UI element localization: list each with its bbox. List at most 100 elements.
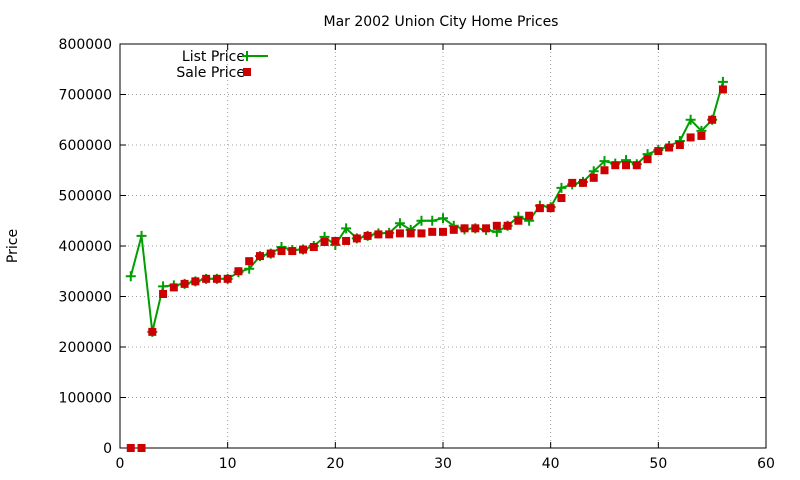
data-point-sale-price bbox=[191, 277, 200, 286]
y-axis-label: Price bbox=[5, 229, 21, 263]
data-point-sale-price bbox=[159, 289, 168, 298]
data-point-sale-price bbox=[697, 131, 706, 140]
series-layer bbox=[125, 76, 728, 452]
data-point-sale-price bbox=[255, 252, 264, 261]
y-axis: 0 100000 200000 300000 400000 500000 600000 700… bbox=[59, 37, 766, 457]
data-point-sale-price bbox=[212, 274, 221, 283]
y-tick-label: 600000 bbox=[59, 138, 112, 154]
y-tick-label: 100000 bbox=[59, 391, 112, 407]
data-point-sale-price bbox=[299, 245, 308, 254]
y-tick-label: 800000 bbox=[59, 37, 112, 53]
data-point-sale-price bbox=[202, 274, 211, 283]
data-point-sale-price bbox=[148, 327, 157, 336]
data-point-sale-price bbox=[428, 227, 437, 236]
x-tick-label: 40 bbox=[542, 456, 560, 472]
data-point-sale-price bbox=[546, 204, 555, 213]
legend-plus-icon bbox=[242, 51, 252, 61]
data-point-sale-price bbox=[535, 204, 544, 213]
data-point-sale-price bbox=[395, 229, 404, 238]
data-point-sale-price bbox=[363, 231, 372, 240]
data-point-sale-price bbox=[277, 247, 286, 256]
data-point-sale-price bbox=[309, 243, 318, 252]
x-tick-label: 10 bbox=[219, 456, 237, 472]
data-point-sale-price bbox=[568, 178, 577, 187]
data-point-sale-price bbox=[320, 237, 329, 246]
legend-marker-sale-price bbox=[243, 68, 251, 76]
data-point-list-price bbox=[427, 215, 438, 226]
x-tick-label: 20 bbox=[326, 456, 344, 472]
data-point-sale-price bbox=[654, 147, 663, 156]
data-point-sale-price bbox=[417, 229, 426, 238]
data-point-list-price bbox=[244, 263, 255, 274]
data-point-sale-price bbox=[643, 155, 652, 164]
data-point-sale-price bbox=[342, 236, 351, 245]
data-point-sale-price bbox=[675, 141, 684, 149]
data-point-sale-price bbox=[514, 216, 523, 225]
legend-label-list-price: List Price bbox=[182, 49, 245, 65]
data-point-sale-price bbox=[352, 234, 361, 243]
data-point-sale-price bbox=[234, 267, 243, 276]
y-tick-label: 300000 bbox=[59, 290, 112, 306]
data-point-sale-price bbox=[169, 283, 178, 292]
data-point-sale-price bbox=[126, 444, 135, 452]
data-point-sale-price bbox=[439, 227, 447, 236]
data-point-sale-price bbox=[718, 85, 727, 94]
y-tick-label: 500000 bbox=[59, 189, 112, 205]
series-sale-price bbox=[126, 85, 727, 452]
data-point-sale-price bbox=[632, 161, 641, 170]
legend-square-icon bbox=[243, 68, 251, 76]
data-point-sale-price bbox=[589, 173, 598, 182]
data-point-list-price bbox=[341, 223, 352, 234]
data-point-list-price bbox=[125, 271, 136, 282]
data-point-sale-price bbox=[503, 221, 512, 230]
data-point-list-price bbox=[685, 114, 696, 125]
y-tick-label: 200000 bbox=[59, 340, 112, 356]
data-point-sale-price bbox=[406, 229, 415, 238]
legend-marker-list-price bbox=[242, 51, 252, 61]
data-point-sale-price bbox=[557, 194, 566, 203]
data-point-sale-price bbox=[482, 224, 491, 233]
data-point-sale-price bbox=[245, 257, 254, 266]
data-point-sale-price bbox=[180, 279, 189, 288]
data-point-sale-price bbox=[600, 166, 609, 175]
legend-label-sale-price: Sale Price bbox=[176, 65, 245, 81]
data-point-sale-price bbox=[611, 161, 620, 170]
data-point-sale-price bbox=[708, 115, 717, 124]
data-point-list-price bbox=[599, 156, 610, 167]
data-point-list-price bbox=[438, 213, 448, 224]
data-point-sale-price bbox=[471, 224, 480, 233]
data-point-sale-price bbox=[449, 225, 458, 234]
data-point-sale-price bbox=[492, 221, 501, 230]
data-point-sale-price bbox=[460, 224, 469, 233]
data-point-list-price bbox=[394, 218, 405, 229]
data-point-sale-price bbox=[288, 247, 297, 256]
legend: List Price Sale Price bbox=[176, 49, 268, 81]
x-axis: 0 10 20 30 40 50 60 bbox=[116, 44, 775, 472]
x-tick-label: 30 bbox=[434, 456, 452, 472]
y-tick-label: 400000 bbox=[59, 239, 112, 255]
data-point-sale-price bbox=[331, 236, 340, 245]
x-tick-label: 0 bbox=[116, 456, 125, 472]
x-tick-label: 60 bbox=[757, 456, 775, 472]
data-point-sale-price bbox=[622, 161, 631, 170]
data-point-sale-price bbox=[525, 211, 534, 220]
data-point-list-price bbox=[416, 215, 427, 226]
grid bbox=[120, 44, 766, 448]
data-point-list-price bbox=[158, 281, 169, 292]
y-tick-label: 700000 bbox=[59, 88, 112, 104]
data-point-sale-price bbox=[137, 444, 146, 452]
data-point-list-price bbox=[556, 182, 567, 193]
data-point-sale-price bbox=[578, 178, 587, 187]
data-point-list-price bbox=[136, 230, 147, 241]
y-tick-label: 0 bbox=[103, 441, 112, 457]
data-point-sale-price bbox=[686, 133, 695, 142]
data-point-sale-price bbox=[385, 230, 394, 239]
data-point-list-price bbox=[717, 76, 728, 87]
data-point-sale-price bbox=[665, 143, 674, 152]
x-tick-label: 50 bbox=[649, 456, 667, 472]
data-point-sale-price bbox=[266, 249, 275, 258]
data-point-sale-price bbox=[223, 274, 232, 283]
data-point-sale-price bbox=[374, 230, 383, 239]
